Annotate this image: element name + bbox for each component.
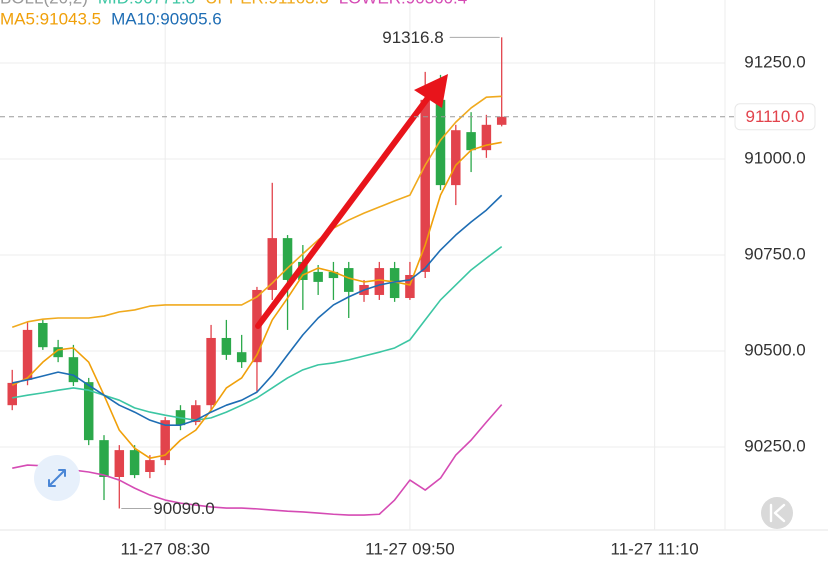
legend-entry: MID:90771.8 [98,0,195,7]
candle-body [466,132,476,151]
candle-body [114,450,125,477]
k-icon [769,503,786,523]
candle-body [328,271,339,279]
candle-body [267,238,277,290]
indicator-line [11,95,502,328]
arrow-annotation [255,74,448,329]
last-price-box [734,103,816,131]
indicator-line [12,404,503,516]
last-price-label: 91110.0 [746,107,805,126]
candle-body [435,99,446,186]
candle-body [451,130,461,186]
expand-icon [48,469,66,487]
candle-body [236,352,247,363]
legend-entry: BOLL(20,2) [0,0,88,7]
legend-entry: UPPER:91163.3 [205,0,328,7]
lines-layer [11,95,503,516]
x-tick-label: 11-27 09:50 [365,539,454,558]
candle-body [191,405,201,423]
y-tick-label: 90500.0 [744,341,805,360]
y-tick-label: 91000.0 [744,148,805,167]
candle-body [99,440,109,477]
candle-body [53,347,63,358]
candle-body [206,337,216,406]
candle-body [298,261,308,280]
candle-body [83,382,94,441]
candle-body [405,274,415,299]
arrow-shaft [255,92,433,329]
legend-entry: LOWER:90360.4 [339,0,468,7]
candle-body [160,420,170,461]
y-tick-label: 91250.0 [744,52,805,71]
x-tick-label: 11-27 08:30 [120,539,209,558]
labels-layer: 90250.0 90500.0 90750.0 91000.0 91250.0 11-27… [0,28,816,558]
y-tick-label: 90750.0 [744,244,805,263]
candle-body [389,268,400,299]
legend: BOLL(20,2) MID:90771.8 UPPER:91163.3 LOWER:… [0,0,467,28]
low-label: 90090.0 [153,499,214,518]
candle-body [420,99,430,272]
marks-layer [7,37,507,509]
candle-body [496,116,507,125]
arrow-head [414,74,448,108]
candle-body [374,268,385,295]
candle-body [481,124,492,151]
indicator-line [12,194,503,426]
legend-entry: MA10:90905.6 [111,9,222,28]
k-button[interactable] [761,497,793,529]
y-tick-label: 90250.0 [744,437,805,456]
candle-body [129,450,140,476]
candle-body [7,382,17,406]
grid-layer [0,0,828,531]
indicator-line [11,141,502,459]
expand-button[interactable] [34,455,80,501]
candle-body [22,329,33,380]
candle-body [313,271,323,282]
candle-body [221,337,232,355]
legend-entry: MA5:91043.5 [0,9,101,28]
k-button-bg [761,497,793,529]
indicator-line [12,245,503,421]
candle-body [38,322,48,348]
high-label: 91316.8 [382,28,443,47]
candle-body [68,357,79,383]
candle-body [145,460,155,473]
x-tick-label: 11-27 11:10 [611,539,699,558]
candle-body [343,268,354,292]
candle-body [282,238,293,280]
